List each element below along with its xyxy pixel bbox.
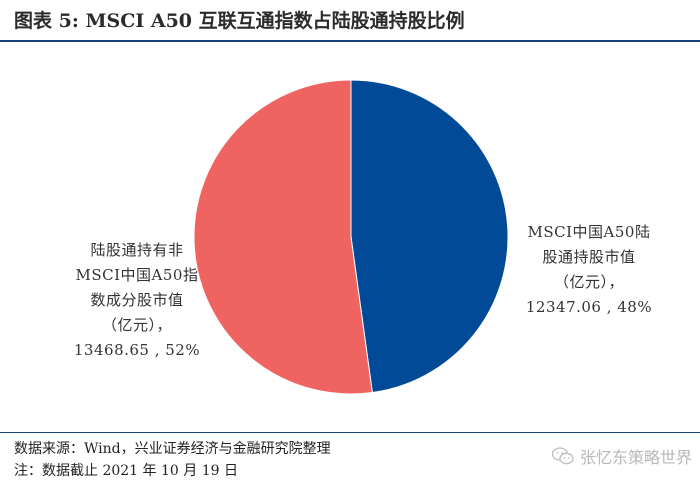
label-line: （亿元）， xyxy=(101,316,172,334)
label-line: 13468.65 , 52% xyxy=(73,341,201,359)
chart-area: 陆股通持有非 MSCI中国A50指 数成分股市值 （亿元）， 13468.65 … xyxy=(0,42,700,432)
slice-label-a50: MSCI中国A50陆 股通持股市值 （亿元）， 12347.06 , 48% xyxy=(512,220,666,320)
label-line: 股通持股市值 xyxy=(542,248,636,266)
title-divider xyxy=(0,40,700,42)
slice-label-non-a50: 陆股通持有非 MSCI中国A50指 数成分股市值 （亿元）， 13468.65 … xyxy=(52,238,222,363)
watermark-text: 张忆东策略世界 xyxy=(579,448,692,467)
label-line: （亿元）， xyxy=(553,273,624,291)
date-note: 注：数据截止 2021 年 10 月 19 日 xyxy=(14,463,238,479)
footer: 数据来源：Wind，兴业证券经济与金融研究院整理 注：数据截止 2021 年 1… xyxy=(14,438,331,482)
source-note: 数据来源：Wind，兴业证券经济与金融研究院整理 xyxy=(14,441,331,457)
pie-slice xyxy=(193,79,373,395)
label-line: 陆股通持有非 xyxy=(90,241,184,259)
pie-slice xyxy=(350,79,509,394)
label-line: MSCI中国A50陆 xyxy=(527,223,651,241)
label-line: 12347.06 , 48% xyxy=(525,298,653,316)
chart-title: 图表 5: MSCI A50 互联互通指数占陆股通持股比例 xyxy=(14,10,465,32)
watermark: 张忆东策略世界 xyxy=(551,444,692,468)
footer-divider xyxy=(0,432,700,433)
label-line: 数成分股市值 xyxy=(90,291,184,309)
label-line: MSCI中国A50指 xyxy=(75,266,199,284)
pie-chart xyxy=(193,79,509,395)
wechat-icon xyxy=(551,447,574,465)
title-bar: 图表 5: MSCI A50 互联互通指数占陆股通持股比例 xyxy=(0,0,700,42)
